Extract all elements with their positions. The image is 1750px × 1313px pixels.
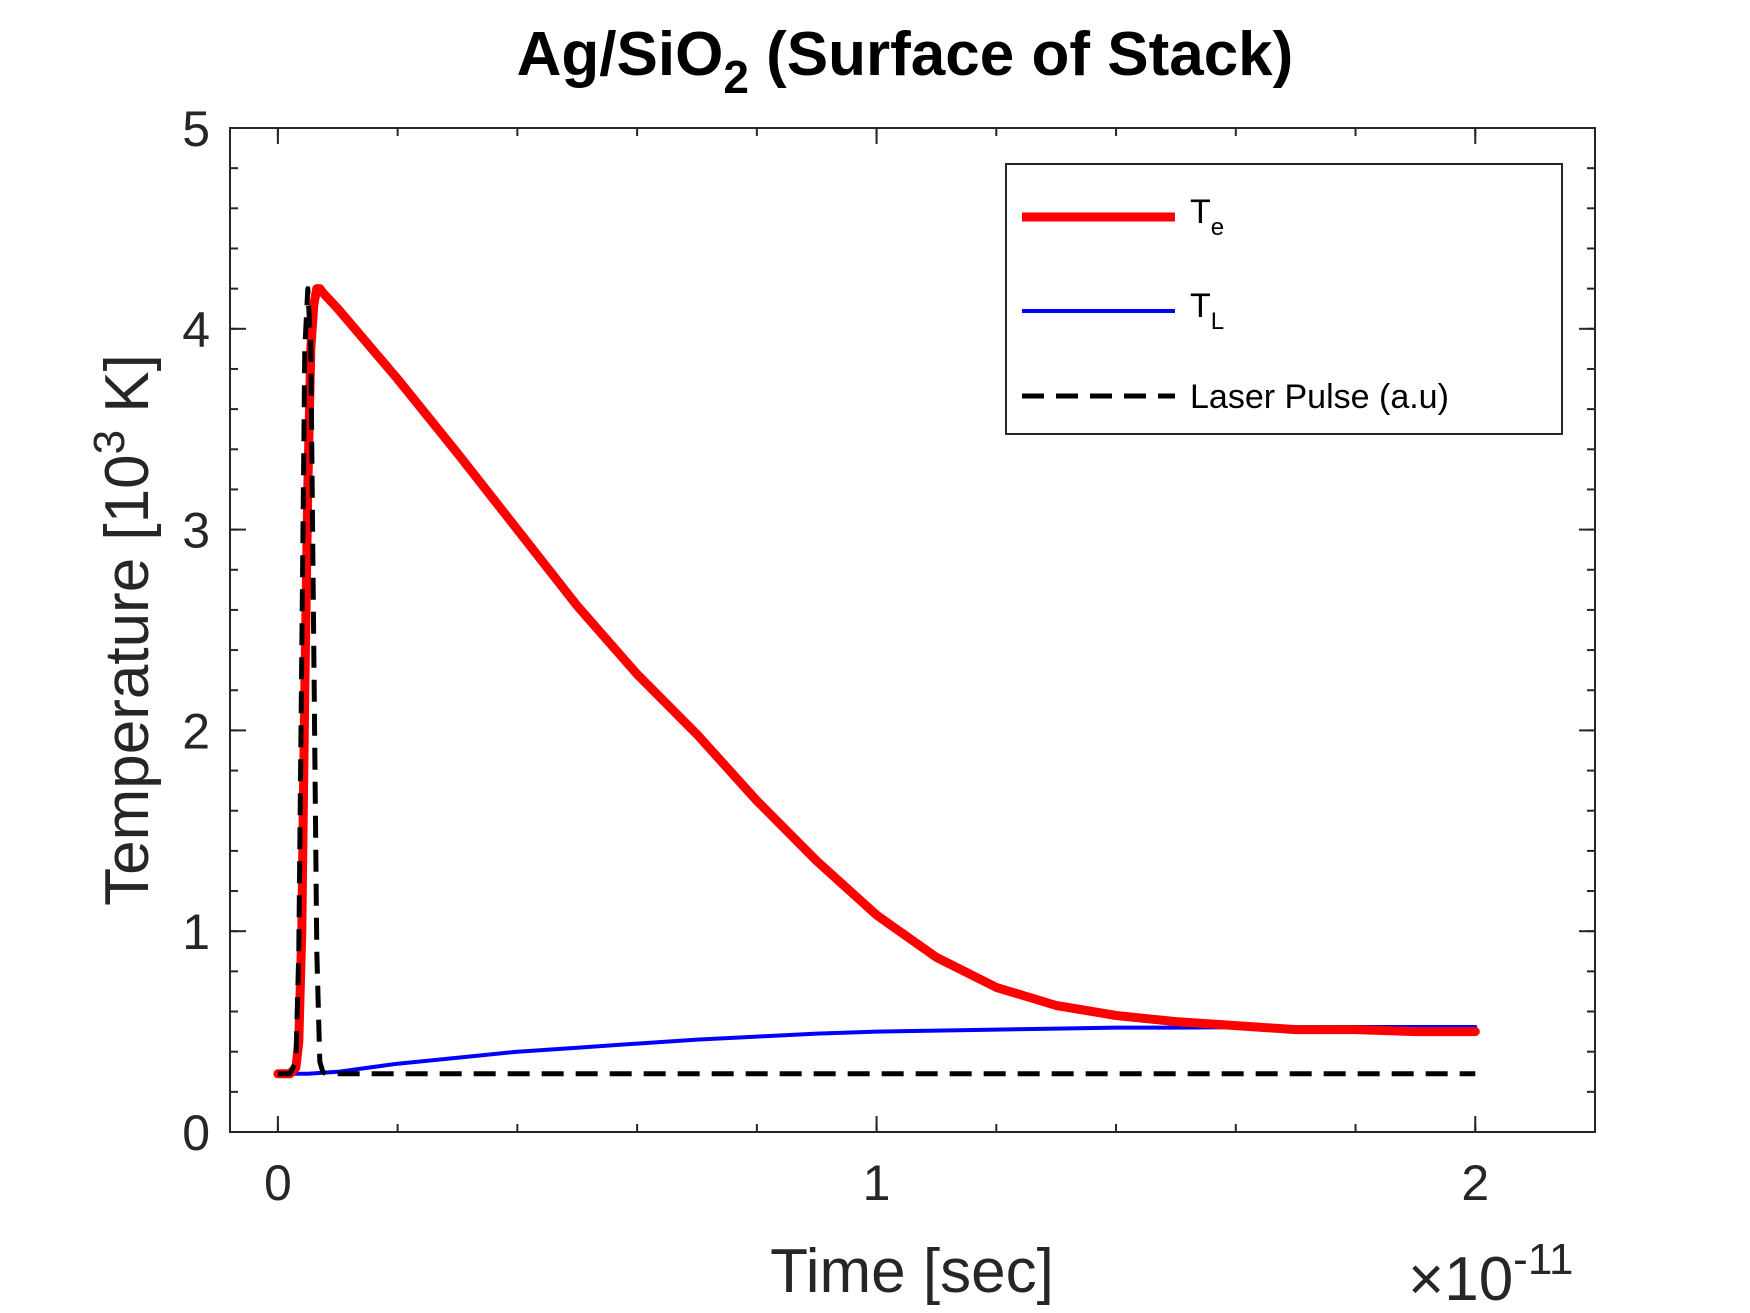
y-axis-label: Temperature [103 K] xyxy=(85,354,162,906)
tick-labels: 0 1 2 0 1 2 3 4 5 xyxy=(182,101,1489,1211)
chart-title: Ag/SiO2 (Surface of Stack) xyxy=(517,20,1294,103)
y-tick-label: 2 xyxy=(182,703,210,759)
x-tick-label: 1 xyxy=(863,1155,891,1211)
x-tick-label: 2 xyxy=(1461,1155,1489,1211)
legend-box xyxy=(1005,163,1563,435)
series-line-te xyxy=(273,284,1480,1079)
series-lines xyxy=(273,284,1480,1079)
y-tick-label: 5 xyxy=(182,101,210,157)
legend-label-te: Te xyxy=(1190,193,1224,241)
legend-label-tl: TL xyxy=(1190,287,1224,335)
legend-label-laser: Laser Pulse (a.u) xyxy=(1190,378,1449,416)
y-tick-label: 1 xyxy=(182,904,210,960)
legend: Te TL Laser Pulse (a.u) xyxy=(1005,163,1563,435)
x-axis-label: Time [sec] xyxy=(770,1237,1054,1306)
axis-ticks xyxy=(230,127,1596,1133)
series-line-laser xyxy=(277,286,1476,1077)
y-tick-label: 3 xyxy=(182,503,210,559)
y-tick-label: 4 xyxy=(182,302,210,358)
x-axis-exponent: ×10-11 xyxy=(1408,1235,1574,1313)
x-tick-label: 0 xyxy=(264,1155,292,1211)
y-tick-label: 0 xyxy=(182,1105,210,1161)
